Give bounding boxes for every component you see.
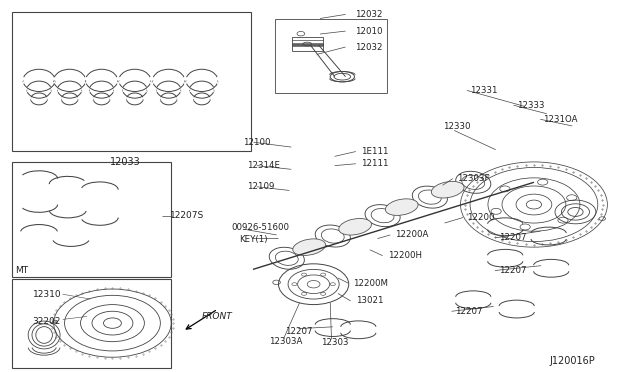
- Text: FRONT: FRONT: [202, 312, 232, 321]
- Circle shape: [52, 320, 58, 323]
- Text: 12010: 12010: [355, 26, 383, 36]
- Text: MT: MT: [15, 266, 28, 275]
- Text: 12200H: 12200H: [388, 251, 422, 260]
- Text: 12303F: 12303F: [457, 174, 489, 183]
- Text: 12314E: 12314E: [246, 161, 280, 170]
- Text: 12111: 12111: [362, 159, 389, 168]
- Bar: [292, 44, 323, 51]
- Ellipse shape: [339, 218, 371, 235]
- Text: 12033: 12033: [110, 157, 141, 167]
- Text: 12333: 12333: [516, 101, 544, 110]
- Text: 1231OA: 1231OA: [543, 115, 578, 124]
- Bar: [12, 279, 172, 368]
- Text: 12207: 12207: [499, 233, 526, 243]
- Text: 12207: 12207: [456, 307, 483, 316]
- Text: 1E111: 1E111: [362, 147, 389, 156]
- Text: 32202: 32202: [33, 317, 61, 326]
- Text: 12330: 12330: [443, 122, 470, 131]
- Text: J120016P: J120016P: [550, 356, 596, 366]
- Text: 12200: 12200: [467, 213, 494, 222]
- Text: 12032: 12032: [355, 10, 383, 19]
- Text: 12207: 12207: [499, 266, 526, 275]
- Text: 12303A: 12303A: [269, 337, 302, 346]
- Bar: [12, 162, 172, 277]
- Text: 12109: 12109: [246, 182, 274, 191]
- Text: 12032: 12032: [355, 42, 383, 51]
- Bar: [292, 37, 323, 45]
- Text: 12303: 12303: [321, 338, 349, 347]
- Bar: [12, 12, 251, 151]
- Text: 00926-51600: 00926-51600: [232, 223, 290, 232]
- Text: 12207: 12207: [285, 327, 312, 336]
- Text: 12310: 12310: [33, 290, 61, 299]
- Ellipse shape: [385, 199, 418, 215]
- Bar: [275, 19, 387, 93]
- Text: 13021: 13021: [356, 296, 383, 305]
- Text: 12200M: 12200M: [353, 279, 388, 288]
- Ellipse shape: [431, 182, 464, 198]
- Text: 12200A: 12200A: [396, 230, 429, 240]
- Ellipse shape: [292, 239, 326, 256]
- Text: 12331: 12331: [470, 86, 497, 95]
- Text: 12207S: 12207S: [170, 211, 204, 220]
- Text: 12100: 12100: [243, 138, 271, 147]
- Text: KEY(1): KEY(1): [239, 235, 268, 244]
